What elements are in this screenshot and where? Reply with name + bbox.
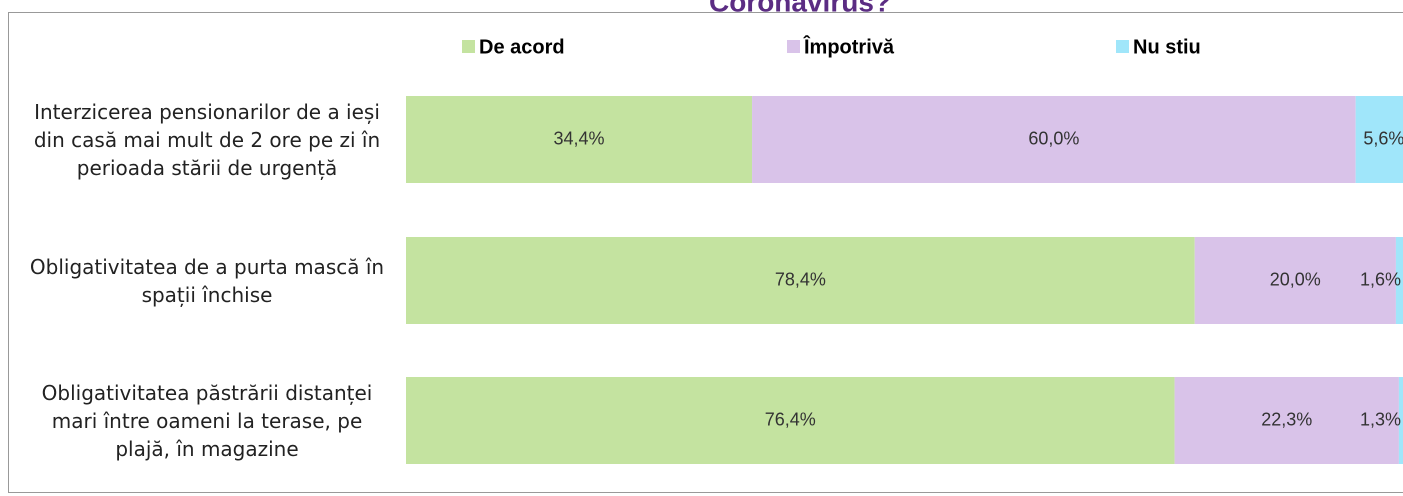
category-label: Obligativitatea păstrării distanței mari… <box>41 380 373 461</box>
bar-segment <box>1174 377 1399 464</box>
value-label: 34,4% <box>554 128 605 148</box>
value-label: 60,0% <box>1028 128 1079 148</box>
value-label: 5,6% <box>1363 128 1403 148</box>
legend-label: Nu stiu <box>1133 36 1201 58</box>
value-label: 78,4% <box>775 269 826 289</box>
chart-title: Coronavirus? <box>709 0 891 17</box>
bar-segment <box>1395 237 1403 324</box>
legend-swatch <box>1116 40 1129 53</box>
value-label: 76,4% <box>765 409 816 429</box>
category-label: Interzicerea pensionarilor de a ieși din… <box>33 99 381 180</box>
bar-segment <box>406 377 1175 464</box>
legend-swatch <box>787 40 800 53</box>
legend-swatch <box>462 40 475 53</box>
bar-segment <box>406 237 1195 324</box>
value-label: 22,3% <box>1261 409 1312 429</box>
bar-segment <box>1355 96 1403 183</box>
bar-segment <box>1194 237 1396 324</box>
category-label: Obligativitatea de a purta mască în spaț… <box>29 254 385 307</box>
value-label: 1,6% <box>1360 269 1401 289</box>
frame <box>8 12 1403 493</box>
bar-segment <box>1398 377 1403 464</box>
value-label: 1,3% <box>1360 409 1401 429</box>
legend-label: De acord <box>479 36 565 58</box>
bar-segment <box>406 96 753 183</box>
bar-segment <box>752 96 1356 183</box>
legend-label: Împotrivă <box>803 34 895 58</box>
value-label: 20,0% <box>1270 269 1321 289</box>
